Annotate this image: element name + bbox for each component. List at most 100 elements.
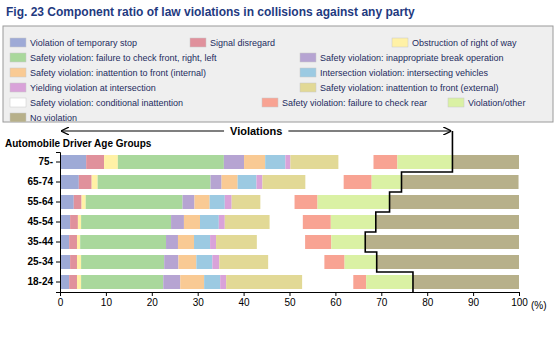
bar-segment [317, 195, 389, 209]
bar-segment [305, 235, 331, 249]
bar-segment [184, 215, 200, 229]
tick-label: 50 [284, 297, 296, 308]
bar-segment [261, 195, 295, 209]
legend-item: No violation [10, 113, 77, 123]
bar-segment [194, 195, 209, 209]
bar-segment [180, 275, 204, 289]
bar-segment [77, 235, 80, 249]
bar-segment [171, 215, 184, 229]
bar-segment [92, 175, 98, 189]
bar-segment [331, 215, 376, 229]
legend-item: Signal disregard [190, 38, 275, 48]
tick-label: 18-24 [27, 276, 53, 287]
legend-item: Safety violation: inattention to front (… [10, 68, 206, 78]
tick: 100 [511, 292, 528, 308]
tick-label: 55-64 [27, 196, 53, 207]
bar-segment [81, 215, 171, 229]
bar-segment [268, 255, 324, 269]
bar-segment [366, 275, 413, 289]
axis-line [56, 153, 61, 293]
legend-swatch [10, 68, 26, 77]
bar-segment [60, 235, 69, 249]
bar-segment [60, 255, 70, 269]
bar-segment [70, 215, 78, 229]
bar-segment [303, 215, 331, 229]
bar-segment [194, 235, 210, 249]
legend-item: Violation of temporary stop [10, 38, 137, 48]
tick: 55-64 [27, 196, 60, 207]
bar-segment [290, 155, 338, 169]
bar-segment [79, 175, 92, 189]
bar-segment [339, 155, 374, 169]
bar-segment [77, 255, 81, 269]
bar-segment [232, 195, 261, 209]
bar-segment [306, 175, 344, 189]
legend-swatch [300, 83, 316, 92]
bar-segment [212, 255, 219, 269]
bar-segment [164, 255, 178, 269]
bar-segment [373, 155, 397, 169]
tick: 10 [101, 292, 113, 308]
tick-label: 80 [422, 297, 434, 308]
tick-mark [381, 292, 382, 296]
legend-item: Safety violation: inattention to front (… [300, 83, 499, 93]
tick-mark [473, 292, 474, 296]
legend-label: Intersection violation: intersecting veh… [320, 68, 489, 78]
legend-item: Safety violation: conditional inattentio… [10, 98, 183, 108]
tick-label: 25-34 [27, 256, 53, 267]
tick: 20 [147, 292, 159, 308]
bar-segment [256, 175, 262, 189]
bar-segment [163, 275, 180, 289]
series [80, 155, 224, 289]
legend-swatch [300, 68, 316, 77]
bar-segment [390, 195, 519, 209]
tick: 80 [422, 292, 434, 308]
bar-segment [210, 195, 225, 209]
tick-label: 40 [239, 297, 251, 308]
legend-label: Yielding violation at intersection [30, 83, 156, 93]
bar-segment [70, 255, 77, 269]
legend-item: Intersection violation: intersecting veh… [300, 68, 489, 78]
legend-label: Safety violation: inattention to front (… [320, 83, 499, 93]
bar-segment [262, 175, 305, 189]
legend-swatch [10, 83, 26, 92]
tick-label: 20 [147, 297, 159, 308]
bar-segment [81, 255, 164, 269]
bar-segment [413, 275, 519, 289]
tick-label: 60 [330, 297, 342, 308]
legend-swatch [190, 38, 206, 47]
bar-segment [220, 275, 226, 289]
bar-segment [285, 155, 290, 169]
bars [60, 155, 519, 289]
tick: 75- [39, 156, 60, 167]
bar-segment [224, 155, 244, 169]
tick-mark [427, 292, 428, 296]
bar-segment [204, 275, 220, 289]
tick: 90 [468, 292, 480, 308]
bar-segment [104, 155, 118, 169]
bar-segment [238, 175, 257, 189]
legend-item: Yielding violation at intersection [10, 83, 156, 93]
legend-swatch [10, 113, 26, 122]
annotation: Violations [230, 125, 282, 137]
tick: 0 [58, 292, 64, 308]
bar-segment [98, 175, 211, 189]
tick-mark [335, 292, 336, 296]
bar-segment [324, 255, 344, 269]
bar-segment [86, 155, 104, 169]
bar-segment [166, 235, 178, 249]
tick-label: 75- [39, 156, 53, 167]
bar-segment [219, 255, 268, 269]
bar-segment [225, 215, 270, 229]
bar-segment [78, 215, 81, 229]
tick: 70 [376, 292, 388, 308]
legend-swatch [262, 98, 278, 107]
tick-label: 45-54 [27, 216, 53, 227]
tick-mark [60, 292, 61, 296]
bar-segment [69, 235, 77, 249]
bar-segment [344, 175, 372, 189]
chart: Fig. 23 Component ratio of law violation… [0, 0, 556, 347]
tick-label: 10 [101, 297, 113, 308]
tick: 40 [239, 292, 251, 308]
tick: 50 [284, 292, 296, 308]
